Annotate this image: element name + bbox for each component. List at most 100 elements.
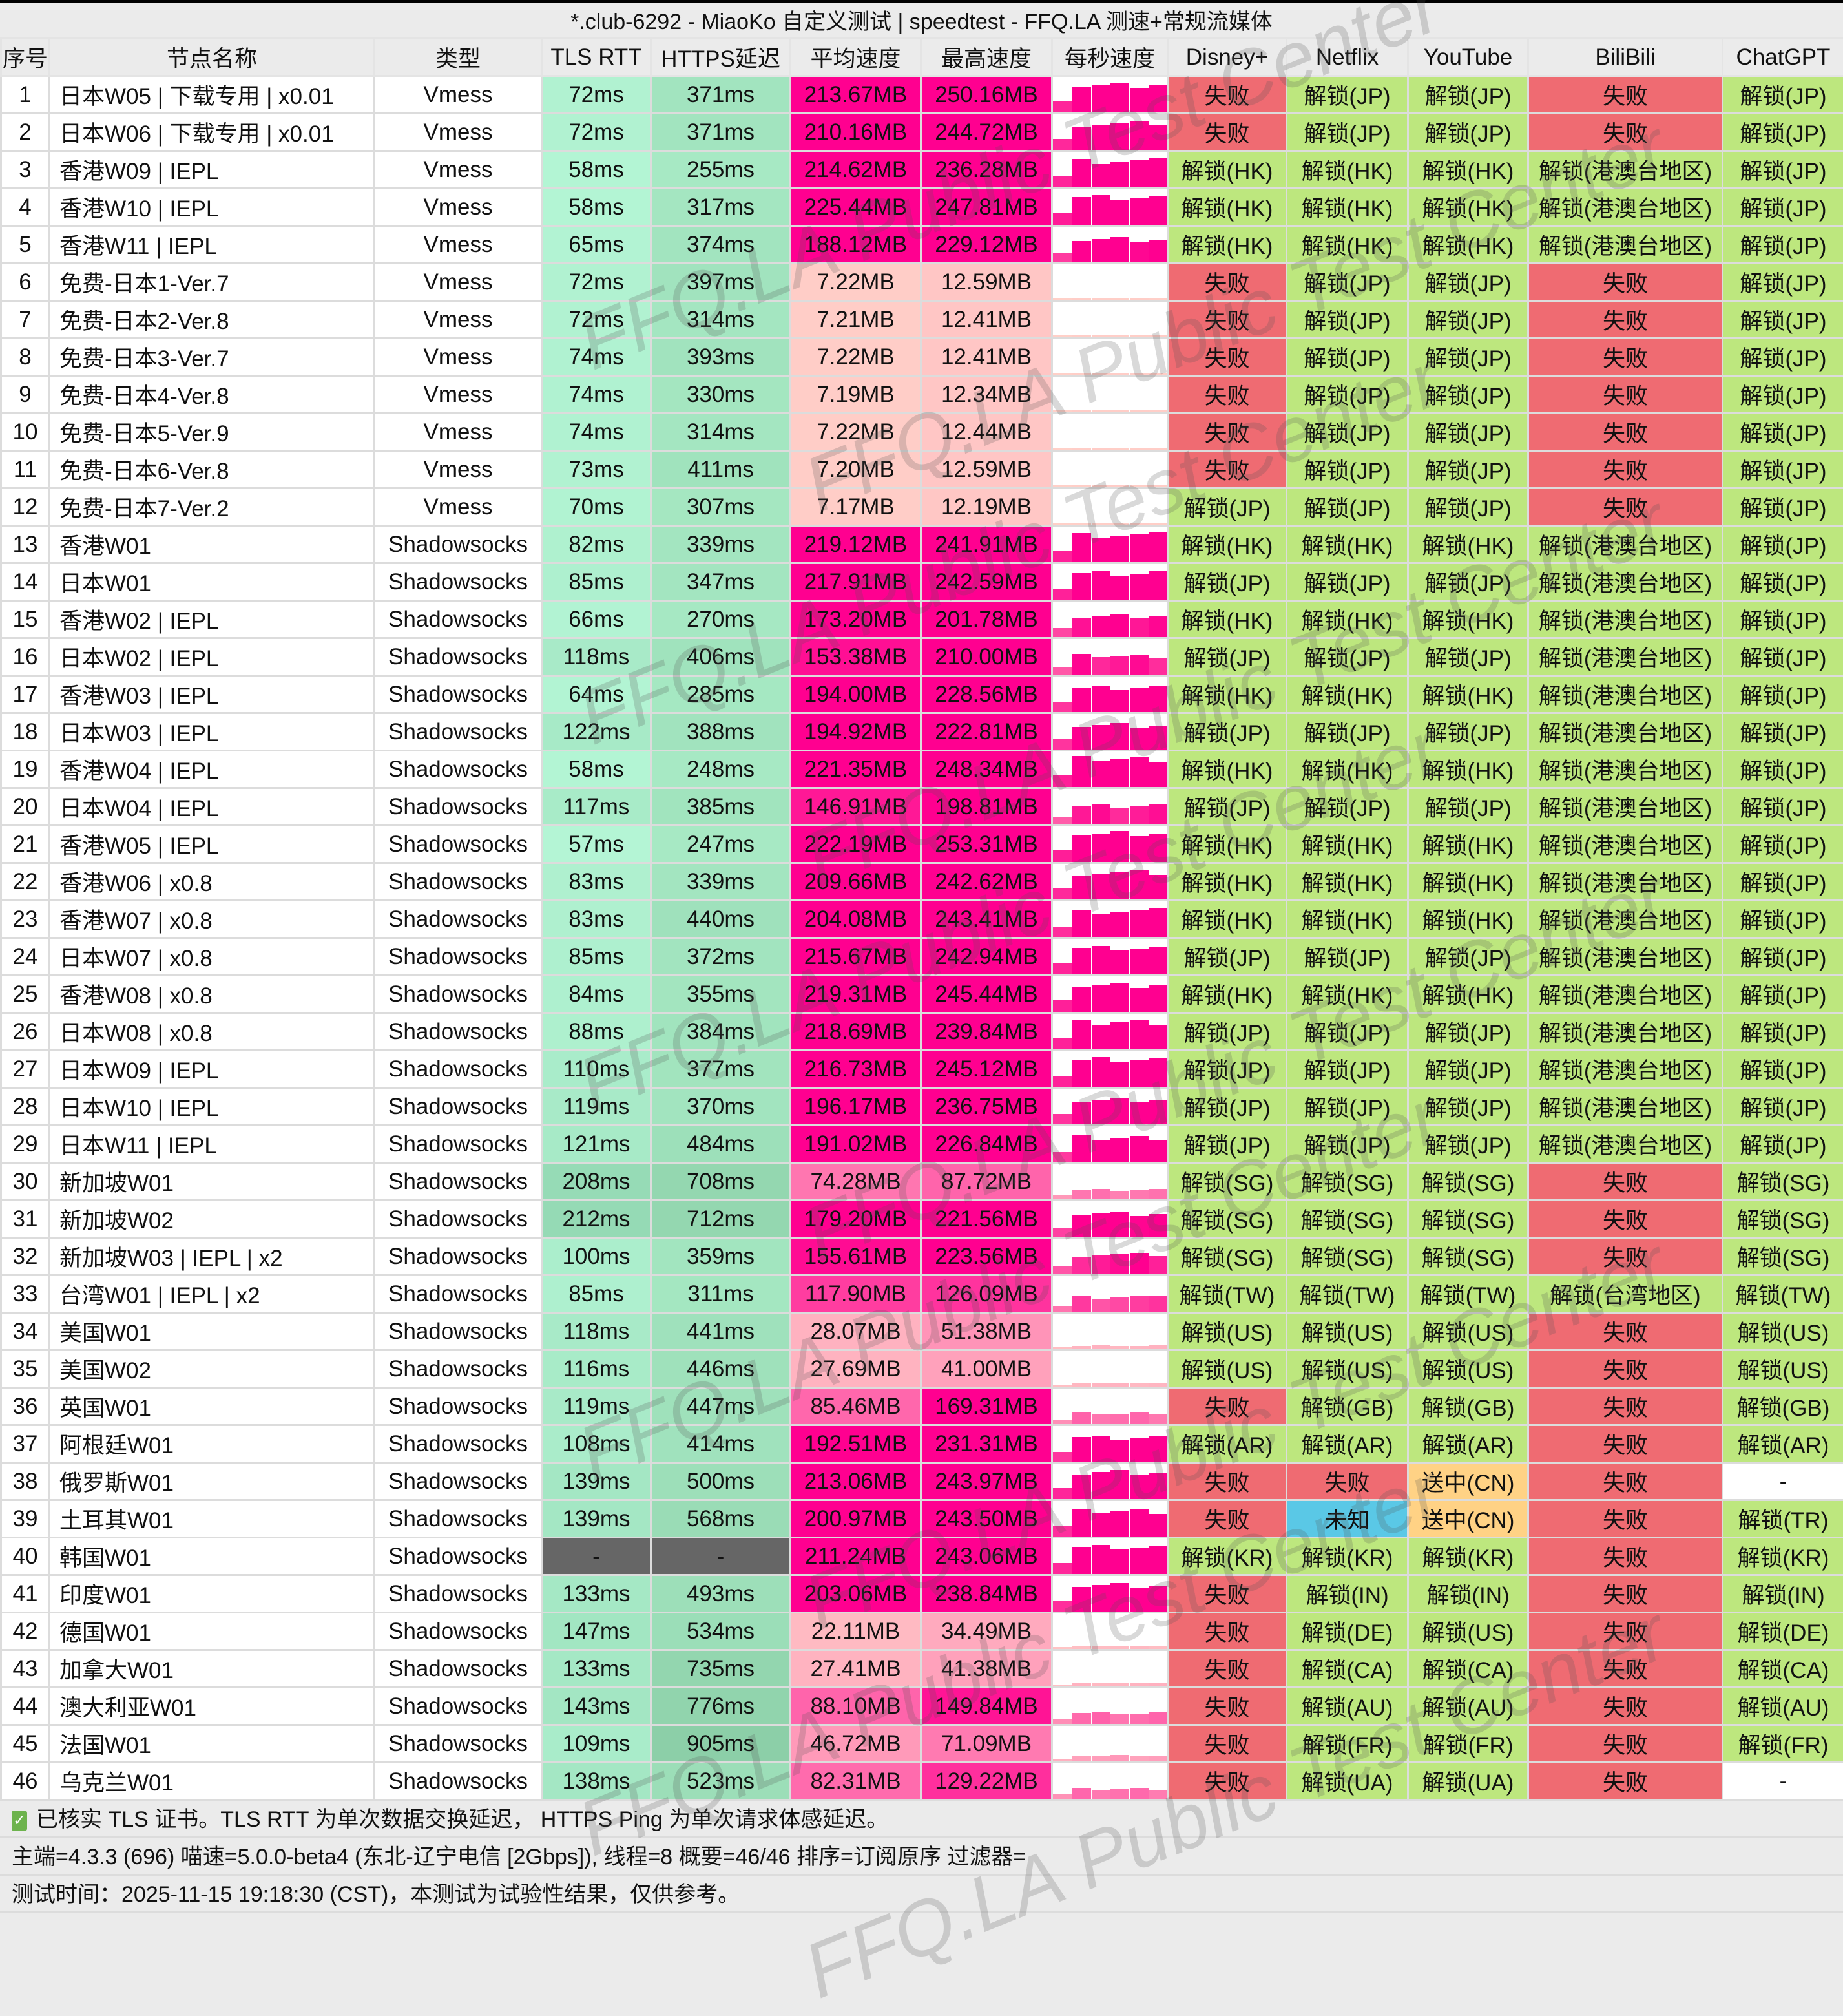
speed-bar — [1072, 1102, 1091, 1124]
header-per-second-speed[interactable]: 每秒速度 — [1052, 39, 1168, 76]
speed-bar — [1130, 1438, 1149, 1462]
avg-speed-cell: 221.35MB — [791, 751, 921, 788]
header-chatgpt[interactable]: ChatGPT — [1723, 39, 1843, 76]
speed-bar — [1072, 448, 1091, 450]
header-node-name[interactable]: 节点名称 — [50, 39, 375, 76]
header-youtube[interactable]: YouTube — [1408, 39, 1528, 76]
tls-rtt-cell: 139ms — [542, 1500, 651, 1538]
header-max-speed[interactable]: 最高速度 — [921, 39, 1052, 76]
speed-bar — [1110, 872, 1129, 899]
header-type[interactable]: 类型 — [375, 39, 542, 76]
header-netflix[interactable]: Netflix — [1287, 39, 1408, 76]
index-cell: 11 — [1, 451, 50, 488]
bilibili-cell: 解锁(港澳台地区) — [1528, 1013, 1723, 1051]
speed-bar — [1130, 373, 1149, 375]
index-cell: 10 — [1, 414, 50, 451]
bilibili-cell: 失败 — [1528, 339, 1723, 376]
tls-rtt-cell: 74ms — [542, 376, 651, 414]
youtube-cell: 解锁(HK) — [1408, 601, 1528, 638]
header-index[interactable]: 序号 — [1, 39, 50, 76]
chatgpt-cell: 解锁(JP) — [1723, 563, 1843, 601]
type-cell: Shadowsocks — [375, 1688, 542, 1725]
header-avg-speed[interactable]: 平均速度 — [791, 39, 921, 76]
speed-bar — [1110, 1755, 1129, 1761]
speed-bar — [1072, 1135, 1091, 1162]
bilibili-cell: 失败 — [1528, 1650, 1723, 1688]
type-cell: Shadowsocks — [375, 1575, 542, 1613]
tls-rtt-cell: 147ms — [542, 1613, 651, 1650]
chatgpt-cell: 解锁(JP) — [1723, 151, 1843, 189]
bilibili-cell: 解锁(港澳台地区) — [1528, 976, 1723, 1013]
speed-bar — [1110, 656, 1129, 675]
node-name-cell: 乌克兰W01 — [50, 1763, 375, 1800]
header-https-latency[interactable]: HTTPS延迟 — [651, 39, 791, 76]
speed-bar — [1092, 1646, 1110, 1649]
type-cell: Vmess — [375, 114, 542, 151]
type-cell: Shadowsocks — [375, 1238, 542, 1276]
header-bilibili[interactable]: BiliBili — [1528, 39, 1723, 76]
tls-rtt-cell: 72ms — [542, 264, 651, 301]
node-name-cell: 土耳其W01 — [50, 1500, 375, 1538]
speed-bar — [1092, 1683, 1110, 1686]
youtube-cell: 解锁(HK) — [1408, 863, 1528, 901]
node-name-cell: 免费-日本5-Ver.9 — [50, 414, 375, 451]
chatgpt-cell: 解锁(JP) — [1723, 1088, 1843, 1126]
bilibili-cell: 失败 — [1528, 264, 1723, 301]
avg-speed-cell: 204.08MB — [791, 901, 921, 938]
header-tls-rtt[interactable]: TLS RTT — [542, 39, 651, 76]
node-name-cell: 日本W05 | 下载专用 | x0.01 — [50, 76, 375, 114]
youtube-cell: 解锁(JP) — [1408, 1051, 1528, 1088]
youtube-cell: 解锁(HK) — [1408, 526, 1528, 563]
tls-rtt-cell: 85ms — [542, 563, 651, 601]
netflix-cell: 解锁(JP) — [1287, 1051, 1408, 1088]
header-disney[interactable]: Disney+ — [1168, 39, 1287, 76]
footer-tls-note: ✓已核实 TLS 证书。TLS RTT 为单次数据交换延迟， HTTPS Pin… — [0, 1801, 1843, 1838]
